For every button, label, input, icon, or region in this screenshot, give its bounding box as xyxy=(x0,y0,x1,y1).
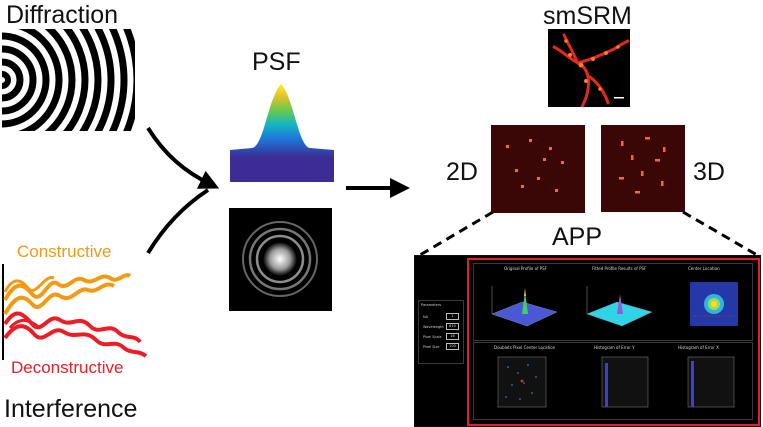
diffraction-pattern-image xyxy=(2,29,135,131)
panel-title: Original Profile of PSF xyxy=(504,266,548,271)
psf-label: PSF xyxy=(252,48,301,76)
arrow-diffraction-to-psf xyxy=(146,126,220,189)
interference-label: Interference xyxy=(4,395,138,423)
3d-localization-image xyxy=(601,125,685,212)
panel-title: Histogram of Error X xyxy=(678,345,719,350)
profile-plots xyxy=(491,282,738,327)
param-label: Pixel Scale xyxy=(423,335,442,339)
scale-bar xyxy=(614,97,624,99)
param-value-field[interactable]: 1 xyxy=(446,313,459,320)
panel-title: Histogram of Error Y xyxy=(594,345,635,350)
parameters-panel: Parameters NA 1 Wavelength 610 Pixel Sca… xyxy=(418,300,464,364)
psf-profile-panel: Original Profile of PSF Fitted Profile R… xyxy=(473,263,753,341)
zoom-line-left xyxy=(419,210,494,257)
param-label: NA xyxy=(423,315,429,319)
3d-label: 3D xyxy=(693,158,725,186)
psf-surface-image xyxy=(230,84,334,182)
app-screenshot: Parameters NA 1 Wavelength 610 Pixel Sca… xyxy=(414,255,761,427)
panel-title: Center Location xyxy=(688,266,720,271)
parameters-header: Parameters xyxy=(421,303,442,307)
zoom-line-right xyxy=(682,210,758,257)
airy-pattern-image xyxy=(229,208,332,311)
smsrm-label: smSRM xyxy=(543,2,632,30)
interference-waves-image xyxy=(2,264,148,360)
2d-label: 2D xyxy=(446,158,478,186)
error-histogram-panel: Doublets Pixel Center Location Histogram… xyxy=(473,342,753,420)
param-value-field[interactable]: 100 xyxy=(446,343,459,350)
constructive-label: Constructive xyxy=(17,242,112,261)
histogram-plots xyxy=(497,356,735,408)
smsrm-image xyxy=(548,29,630,107)
param-label: Pixel Size xyxy=(423,345,440,349)
panel-title: Fitted Profile Results of PSF xyxy=(592,266,647,271)
deconstructive-label: Deconstructive xyxy=(11,358,124,377)
arrow-interference-to-psf xyxy=(146,188,210,255)
app-results-area: Original Profile of PSF Fitted Profile R… xyxy=(467,258,760,426)
param-value-field[interactable]: 610 xyxy=(446,323,459,330)
app-label: APP xyxy=(552,223,603,251)
2d-localization-image xyxy=(491,125,585,213)
param-label: Wavelength xyxy=(423,325,444,329)
param-value-field[interactable]: 16 xyxy=(446,333,459,340)
diffraction-label: Diffraction xyxy=(6,1,119,29)
panel-title: Doublets Pixel Center Location xyxy=(494,345,556,350)
